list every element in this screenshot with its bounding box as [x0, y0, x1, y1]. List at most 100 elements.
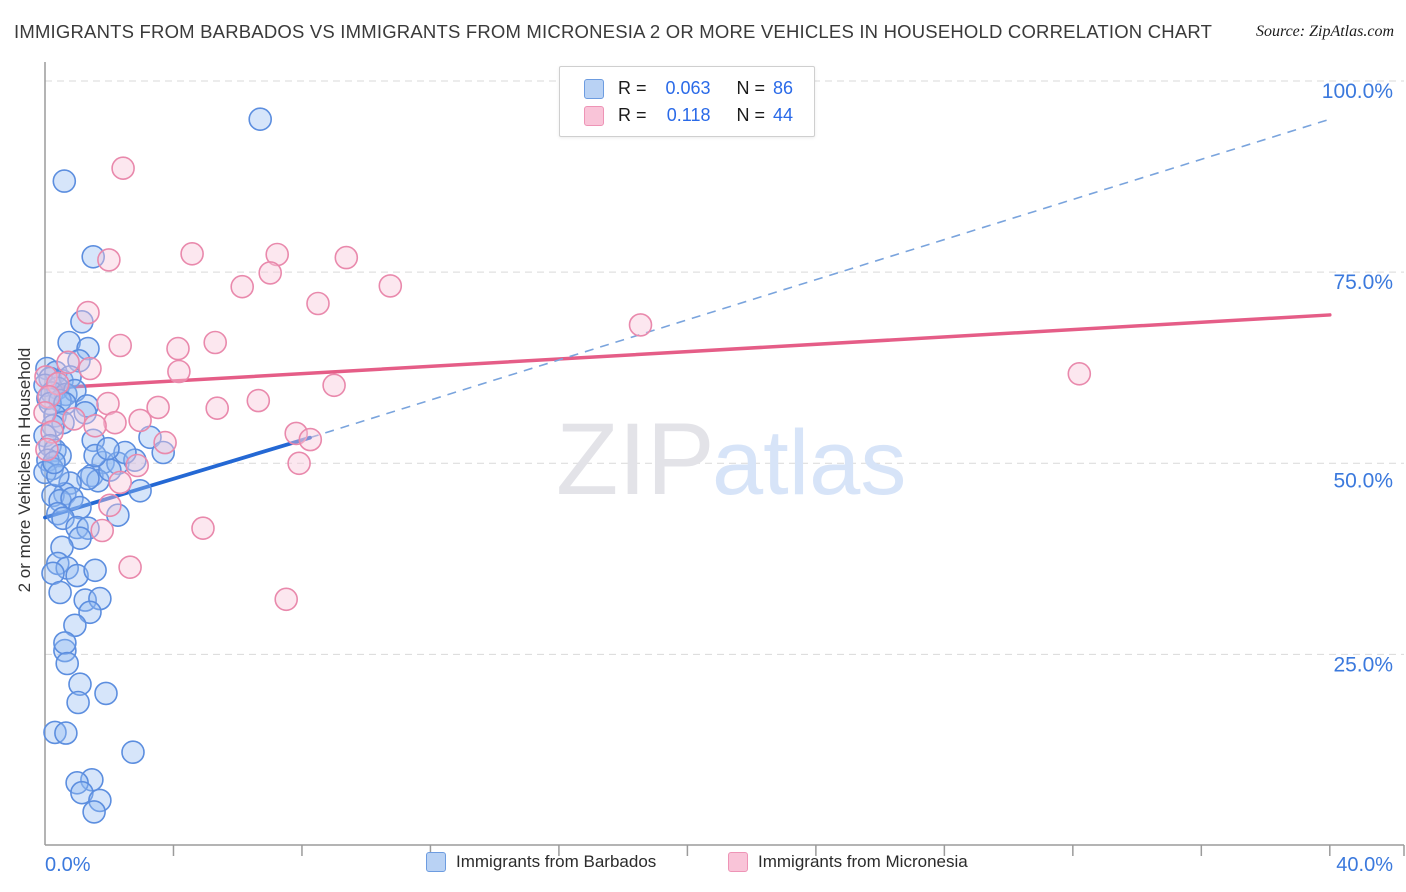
data-point-micronesia[interactable] [274, 587, 299, 612]
data-point-barbados[interactable] [94, 681, 118, 706]
data-point-micronesia[interactable] [108, 333, 132, 358]
stats-legend: R = 0.063 N = 86 R = 0.118 N = 44 [559, 66, 815, 137]
data-point-barbados[interactable] [65, 563, 89, 588]
watermark-atlas: atlas [712, 412, 906, 514]
data-point-micronesia[interactable] [230, 274, 254, 299]
data-point-micronesia[interactable] [166, 336, 190, 361]
data-point-micronesia[interactable] [40, 420, 64, 444]
data-point-micronesia[interactable] [322, 373, 346, 398]
barbados-trend-extension-dashed [309, 118, 1331, 439]
data-point-micronesia[interactable] [62, 407, 86, 431]
data-point-micronesia[interactable] [111, 156, 135, 180]
data-point-micronesia[interactable] [90, 518, 114, 543]
legend-item-barbados[interactable]: Immigrants from Barbados [426, 852, 656, 872]
data-point-micronesia[interactable] [118, 555, 142, 580]
data-point-barbados[interactable] [60, 486, 84, 511]
data-point-micronesia[interactable] [628, 313, 653, 337]
data-point-barbados[interactable] [82, 800, 106, 824]
data-point-barbados[interactable] [151, 440, 175, 465]
x-axis-max-label: 40.0% [1336, 854, 1393, 876]
data-point-micronesia[interactable] [287, 451, 311, 476]
data-point-barbados[interactable] [63, 613, 87, 638]
data-point-micronesia[interactable] [35, 437, 59, 462]
source-credit: Source: ZipAtlas.com [1255, 23, 1394, 40]
data-point-micronesia[interactable] [284, 421, 309, 446]
data-point-barbados[interactable] [78, 600, 102, 625]
data-point-barbados[interactable] [83, 443, 107, 468]
y-axis-title: 2 or more Vehicles in Household [15, 348, 34, 593]
data-point-micronesia[interactable] [203, 330, 227, 355]
data-point-barbados[interactable] [55, 651, 79, 676]
data-point-barbados[interactable] [54, 721, 78, 745]
r-value-barbados: 0.063 [665, 78, 711, 98]
data-point-barbados[interactable] [45, 463, 70, 488]
data-point-micronesia[interactable] [334, 245, 359, 270]
data-point-barbados[interactable] [52, 169, 77, 193]
micronesia-swatch-icon [584, 105, 604, 126]
data-point-barbados[interactable] [51, 506, 75, 531]
data-point-micronesia[interactable] [103, 410, 127, 435]
n-value-micronesia: 44 [773, 105, 794, 125]
r-label: R = [618, 105, 647, 125]
data-point-barbados[interactable] [128, 478, 152, 503]
micronesia-trend-line [43, 313, 1332, 391]
data-point-micronesia[interactable] [265, 242, 290, 267]
stats-row-barbados: R = 0.063 N = 86 [584, 75, 804, 102]
data-point-barbados[interactable] [66, 690, 90, 715]
data-point-micronesia[interactable] [1067, 361, 1092, 386]
data-point-micronesia[interactable] [125, 453, 149, 478]
data-point-barbados[interactable] [121, 740, 145, 765]
data-point-barbados[interactable] [73, 400, 97, 425]
data-point-micronesia[interactable] [78, 356, 102, 381]
micronesia-swatch-icon [728, 852, 748, 872]
x-axis-ticks [172, 845, 1405, 856]
r-value-micronesia: 0.118 [666, 105, 711, 125]
data-point-micronesia[interactable] [45, 371, 70, 396]
data-point-micronesia[interactable] [97, 248, 121, 272]
data-point-micronesia[interactable] [180, 242, 204, 266]
data-point-barbados[interactable] [76, 466, 100, 491]
data-point-barbados[interactable] [96, 436, 120, 461]
stats-row-micronesia: R = 0.118 N = 44 [584, 102, 804, 129]
data-point-barbados[interactable] [68, 672, 92, 697]
data-point-micronesia[interactable] [98, 493, 122, 518]
data-point-barbados[interactable] [80, 767, 104, 792]
y-axis-tick-labels: 100.0% 75.0% 50.0% 25.0% [1322, 80, 1393, 676]
data-point-micronesia[interactable] [205, 396, 229, 421]
data-point-micronesia[interactable] [128, 408, 152, 433]
data-point-micronesia[interactable] [146, 395, 170, 420]
data-point-micronesia[interactable] [34, 365, 58, 389]
legend-item-micronesia[interactable]: Immigrants from Micronesia [728, 852, 968, 872]
data-point-barbados[interactable] [42, 450, 66, 475]
n-label: N = [736, 105, 766, 125]
data-point-micronesia[interactable] [298, 427, 323, 452]
data-point-micronesia[interactable] [83, 413, 107, 438]
data-point-barbados[interactable] [53, 631, 77, 655]
data-point-micronesia[interactable] [108, 470, 132, 495]
data-point-micronesia[interactable] [56, 350, 80, 375]
barbados-points [33, 107, 273, 824]
data-point-micronesia[interactable] [153, 430, 177, 455]
data-point-micronesia[interactable] [191, 516, 215, 541]
data-point-barbados[interactable] [88, 788, 112, 813]
data-point-barbados[interactable] [48, 580, 72, 605]
trend-lines [43, 118, 1332, 520]
data-point-micronesia[interactable] [378, 274, 403, 298]
data-point-barbados[interactable] [68, 495, 92, 520]
data-point-micronesia[interactable] [246, 388, 271, 413]
legend-label-barbados: Immigrants from Barbados [456, 852, 657, 871]
data-point-micronesia[interactable] [258, 261, 283, 285]
data-point-micronesia[interactable] [76, 300, 100, 325]
data-point-barbados[interactable] [76, 336, 100, 361]
y-tick-label-50: 50.0% [1333, 469, 1393, 492]
data-point-barbados[interactable] [57, 330, 81, 355]
data-point-micronesia[interactable] [167, 359, 191, 384]
data-point-barbados[interactable] [248, 107, 273, 131]
r-label: R = [618, 78, 647, 98]
data-point-micronesia[interactable] [306, 291, 330, 316]
data-point-barbados[interactable] [83, 558, 107, 583]
n-label: N = [736, 78, 766, 98]
micronesia-points [33, 156, 1092, 612]
gridlines [45, 80, 1404, 655]
